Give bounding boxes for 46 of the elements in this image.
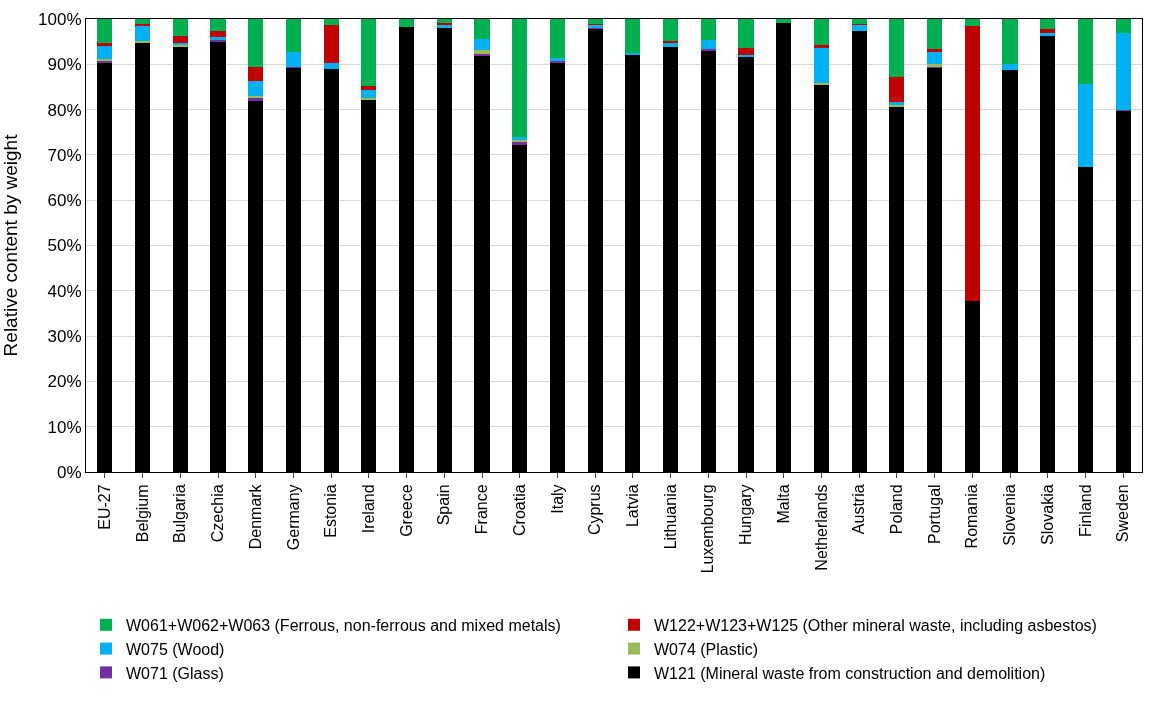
y-tick-label: 0% [57, 462, 82, 482]
x-tick-label: Denmark [246, 483, 264, 550]
y-tick-label: 20% [47, 372, 82, 392]
x-tick-label: Czechia [209, 484, 227, 543]
x-tick-label: Romania [963, 484, 981, 549]
x-tick-label: Spain [435, 484, 453, 526]
y-tick-label: 10% [47, 417, 82, 437]
x-tick-label: Malta [774, 484, 792, 524]
x-tick-label: Ireland [360, 484, 378, 534]
x-tick-label: Italy [548, 484, 566, 514]
y-tick-label: 60% [47, 191, 82, 211]
x-tick-label: Greece [397, 484, 415, 537]
y-tick-label: 30% [47, 327, 82, 347]
legend-label: W075 (Wood) [126, 640, 225, 658]
x-tick-label: Finland [1076, 484, 1094, 537]
x-tick-label: Sweden [1114, 484, 1132, 543]
y-tick-label: 70% [47, 145, 82, 165]
x-tick-label: Latvia [624, 484, 642, 528]
x-tick-label: Slovenia [1001, 484, 1019, 546]
legend-label: W071 (Glass) [126, 664, 224, 682]
y-tick-label: 90% [47, 55, 82, 75]
x-tick-label: Cyprus [586, 484, 604, 536]
x-tick-label: Hungary [737, 484, 755, 545]
x-tick-label: Austria [850, 484, 868, 535]
x-tick-label: Belgium [133, 484, 151, 543]
legend-label: W061+W062+W063 (Ferrous, non-ferrous and mixed metals) [126, 617, 561, 635]
x-tick-label: EU-27 [96, 484, 114, 530]
legend-label: W122+W123+W125 (Other mineral waste, including asbestos) [654, 617, 1097, 635]
x-tick-label: Slovakia [1038, 484, 1056, 545]
x-tick-label: Bulgaria [171, 484, 189, 544]
x-tick-label: Estonia [322, 484, 340, 538]
x-tick-label: France [473, 484, 491, 535]
legend-label: W121 (Mineral waste from construction and demolition) [654, 664, 1046, 682]
legend-label: W074 (Plastic) [654, 640, 759, 658]
y-tick-label: 50% [47, 236, 82, 256]
x-tick-label: Poland [888, 484, 906, 535]
y-axis-title: Relative content by weight [0, 133, 21, 357]
y-tick-label: 40% [47, 281, 82, 301]
x-tick-label: Lithuania [661, 484, 679, 550]
x-tick-label: Netherlands [812, 484, 830, 571]
y-tick-label: 100% [38, 9, 82, 29]
y-tick-label: 80% [47, 100, 82, 120]
x-tick-label: Croatia [510, 484, 528, 536]
x-tick-label: Portugal [925, 484, 943, 544]
x-tick-label: Germany [284, 484, 302, 551]
x-tick-label: Luxembourg [699, 484, 717, 574]
